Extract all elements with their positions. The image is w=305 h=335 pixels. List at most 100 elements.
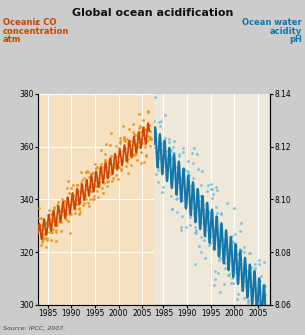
Point: [147, 136, 152, 141]
Point: [252, 261, 257, 266]
Point: [246, 300, 251, 306]
Point: [72, 200, 77, 206]
Point: [56, 199, 61, 204]
Point: [230, 234, 235, 239]
Point: [183, 204, 188, 209]
Point: [210, 186, 214, 192]
Point: [163, 148, 167, 154]
Point: [63, 212, 68, 217]
Point: [149, 137, 154, 142]
Point: [194, 228, 199, 233]
Point: [214, 205, 218, 210]
Point: [153, 86, 158, 92]
Point: [263, 318, 268, 323]
Point: [44, 220, 49, 225]
Point: [154, 171, 159, 177]
Point: [75, 188, 80, 193]
Point: [161, 147, 166, 153]
Point: [258, 273, 263, 278]
Point: [45, 229, 49, 234]
Point: [60, 205, 65, 210]
Point: [79, 178, 84, 183]
Point: [81, 190, 85, 196]
Point: [70, 183, 75, 188]
Point: [264, 333, 269, 335]
Point: [169, 207, 174, 212]
Point: [49, 216, 54, 221]
Point: [217, 257, 222, 262]
Point: [120, 159, 124, 165]
Point: [62, 198, 66, 204]
Point: [132, 131, 137, 136]
Point: [81, 176, 86, 181]
Point: [36, 226, 41, 232]
Point: [153, 145, 158, 150]
Point: [85, 200, 90, 206]
Point: [173, 164, 178, 170]
Point: [129, 162, 134, 168]
Point: [255, 308, 260, 313]
Point: [93, 184, 98, 189]
Point: [60, 199, 65, 205]
Point: [106, 173, 111, 178]
Point: [70, 197, 75, 202]
Point: [108, 156, 113, 162]
Point: [122, 145, 127, 150]
Point: [119, 167, 124, 173]
Point: [176, 152, 181, 157]
Point: [87, 203, 92, 209]
Point: [49, 238, 54, 243]
Point: [90, 171, 95, 176]
Point: [137, 144, 142, 149]
Point: [220, 236, 224, 242]
Point: [120, 123, 125, 129]
Point: [165, 164, 170, 170]
Point: [152, 94, 157, 100]
Point: [73, 210, 78, 216]
Point: [227, 248, 232, 253]
Point: [64, 202, 69, 207]
Point: [123, 139, 128, 144]
Point: [71, 192, 76, 198]
Point: [240, 317, 245, 322]
Point: [170, 207, 175, 212]
Point: [179, 228, 184, 233]
Point: [148, 136, 153, 142]
Point: [143, 127, 148, 132]
Point: [99, 147, 104, 153]
Point: [237, 228, 242, 234]
Point: [158, 142, 163, 148]
Point: [211, 226, 216, 232]
Point: [262, 259, 267, 265]
Point: [241, 271, 246, 276]
Point: [185, 169, 190, 175]
Point: [220, 257, 225, 262]
Point: [251, 320, 256, 326]
Point: [69, 201, 74, 207]
Point: [261, 283, 266, 288]
Point: [82, 194, 87, 199]
Point: [56, 219, 60, 224]
Point: [207, 210, 212, 215]
Point: [212, 228, 217, 233]
Point: [141, 118, 145, 123]
Point: [247, 250, 252, 255]
Point: [198, 234, 203, 240]
Point: [192, 229, 197, 234]
Point: [63, 216, 67, 221]
Point: [191, 175, 196, 181]
Point: [58, 209, 63, 214]
Point: [56, 208, 61, 213]
Point: [103, 151, 108, 156]
Point: [50, 210, 55, 216]
Point: [139, 149, 144, 154]
Point: [126, 141, 131, 146]
Text: acidity: acidity: [270, 27, 302, 36]
Point: [250, 317, 255, 322]
Point: [214, 210, 219, 215]
Point: [194, 201, 199, 206]
Point: [212, 282, 217, 288]
Point: [263, 292, 267, 297]
Point: [180, 145, 185, 151]
Point: [226, 272, 231, 278]
